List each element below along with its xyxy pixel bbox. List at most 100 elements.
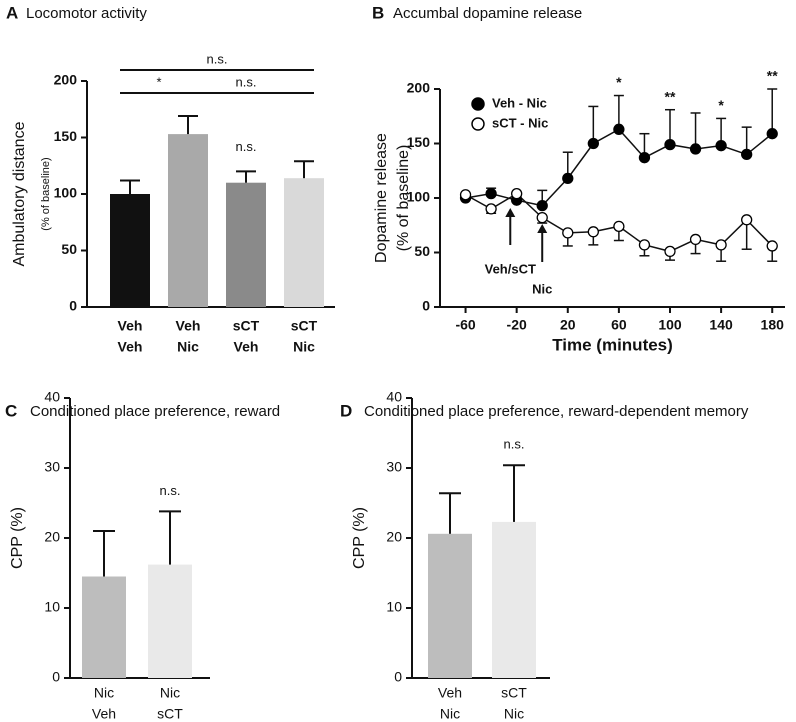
bar <box>168 134 208 307</box>
data-point <box>766 240 778 252</box>
x-tick-label: Veh <box>438 685 462 701</box>
significance-label: ** <box>767 68 778 84</box>
y-tick-label: 40 <box>386 389 402 405</box>
y-axis-label: Dopamine release <box>373 133 390 263</box>
data-point <box>511 187 523 200</box>
y-axis-label: Ambulatory distance <box>11 121 28 266</box>
bar <box>428 533 472 678</box>
data-point <box>562 227 574 239</box>
y-tick-label: 50 <box>61 241 77 257</box>
significance-label: * <box>718 97 724 113</box>
x-tick-label: 140 <box>709 317 733 333</box>
data-point <box>459 189 472 201</box>
data-point <box>741 214 753 226</box>
data-point <box>766 128 778 140</box>
significance-label: ** <box>665 88 676 104</box>
x-tick-label: Veh <box>92 706 116 722</box>
significance-label: n.s. <box>207 51 228 66</box>
legend-label: sCT - Nic <box>492 115 548 130</box>
bar <box>110 194 150 307</box>
y-tick-label: 150 <box>54 128 78 144</box>
y-tick-label: 40 <box>44 389 60 405</box>
x-tick-label: Nic <box>160 685 180 701</box>
data-point <box>664 245 676 258</box>
y-tick-label: 10 <box>386 599 402 615</box>
y-tick-label: 100 <box>54 185 78 201</box>
y-tick-label: 0 <box>422 298 430 314</box>
panel-title: Conditioned place preference, reward-dep… <box>364 403 749 420</box>
y-tick-label: 0 <box>69 298 77 314</box>
arrow-head <box>537 224 548 233</box>
significance-label: n.s. <box>160 483 181 498</box>
x-tick-label: Veh <box>118 339 143 355</box>
y-tick-label: 50 <box>414 243 430 259</box>
y-tick-label: 200 <box>54 72 78 88</box>
x-tick-label: -20 <box>507 317 527 333</box>
x-tick-label: 180 <box>761 317 785 333</box>
x-tick-label: Nic <box>440 706 460 722</box>
significance-label: n.s. <box>504 437 525 452</box>
y-tick-label: 10 <box>44 599 60 615</box>
y-axis-sublabel: (% of baseline) <box>40 157 52 230</box>
legend-marker <box>471 117 485 131</box>
injection-label: Veh/sCT <box>485 261 536 276</box>
x-tick-label: Nic <box>177 339 199 355</box>
panel-letter: C <box>5 401 17 420</box>
panel-letter: A <box>6 3 18 22</box>
y-tick-label: 30 <box>44 459 60 475</box>
panel-title: Locomotor activity <box>26 5 147 22</box>
significance-label: n.s. <box>236 139 257 154</box>
data-point <box>715 239 727 251</box>
bar <box>492 521 536 678</box>
y-tick-label: 20 <box>386 529 402 545</box>
panel-letter: D <box>340 401 352 420</box>
x-tick-label: -60 <box>455 317 475 333</box>
arrow-head <box>505 208 516 217</box>
data-point <box>689 233 702 246</box>
data-point <box>587 137 599 150</box>
bar <box>284 178 324 307</box>
y-axis-label: CPP (%) <box>9 507 26 569</box>
panel-letter: B <box>372 3 384 22</box>
data-point <box>485 203 497 215</box>
x-axis-label: Time (minutes) <box>552 335 673 354</box>
data-point <box>613 123 625 135</box>
data-point <box>536 199 548 212</box>
legend-label: Veh - Nic <box>492 95 547 110</box>
data-point <box>638 152 651 164</box>
data-point <box>689 143 702 155</box>
data-point <box>664 138 676 151</box>
x-tick-label: Nic <box>293 339 315 355</box>
x-tick-label: 60 <box>611 317 627 333</box>
data-point <box>638 239 651 251</box>
y-tick-label: 100 <box>407 189 431 205</box>
panel-title: Accumbal dopamine release <box>393 5 582 22</box>
injection-label: Nic <box>532 281 552 296</box>
y-tick-label: 150 <box>407 134 431 150</box>
x-tick-label: Nic <box>504 706 524 722</box>
data-point <box>613 220 625 232</box>
y-axis-label: CPP (%) <box>351 507 368 569</box>
data-point <box>715 140 727 152</box>
panel-title: Conditioned place preference, reward <box>30 403 280 420</box>
y-tick-label: 0 <box>394 669 402 685</box>
x-tick-label: Nic <box>94 685 114 701</box>
data-point <box>587 226 599 238</box>
data-point <box>536 211 548 224</box>
y-axis-sublabel: (% of baseline) <box>395 145 412 252</box>
x-tick-label: sCT <box>291 318 318 334</box>
data-point <box>562 172 574 185</box>
y-tick-label: 20 <box>44 529 60 545</box>
x-tick-label: sCT <box>157 706 183 722</box>
x-tick-label: 20 <box>560 317 576 333</box>
significance-label: n.s. <box>236 74 257 89</box>
bar <box>148 564 192 678</box>
x-tick-label: Veh <box>118 318 143 334</box>
legend-marker <box>471 97 485 111</box>
x-tick-label: sCT <box>233 318 260 334</box>
data-point <box>485 187 497 200</box>
y-tick-label: 200 <box>407 80 431 96</box>
x-tick-label: Veh <box>176 318 201 334</box>
bar <box>226 182 266 307</box>
